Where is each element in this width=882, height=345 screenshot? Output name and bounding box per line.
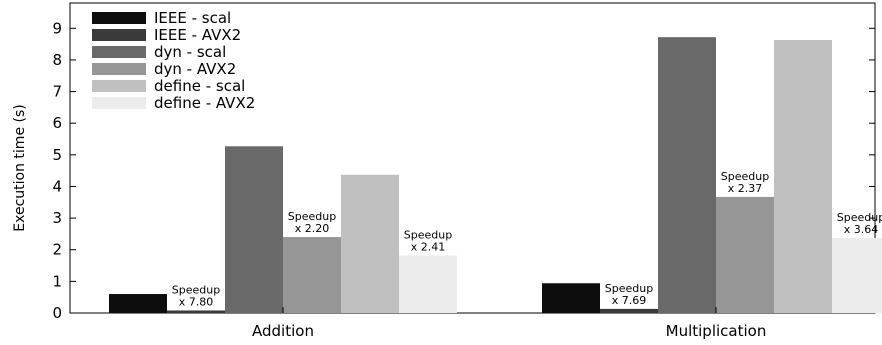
legend-label: define - scal [154,77,245,95]
legend-label: dyn - scal [154,43,226,61]
y-tick-label: 8 [52,51,62,69]
legend-swatch [92,63,146,75]
speedup-annotation-value: x 2.20 [295,222,330,235]
bar [341,174,399,313]
y-tick-label: 5 [52,146,62,164]
y-tick-label: 0 [52,304,62,322]
legend-swatch [92,80,146,92]
bar [774,40,832,314]
y-tick-label: 2 [52,241,62,259]
legend-swatch [92,29,146,41]
plot-frame [69,2,876,314]
speedup-annotation-title: Speedup [721,170,769,183]
bar [399,255,457,313]
speedup-annotation-title: Speedup [605,282,653,295]
y-tick-label: 4 [52,177,62,195]
y-tick-label: 1 [52,272,62,290]
bar [658,37,716,313]
bar [542,283,600,313]
bar [600,308,658,313]
y-tick-label: 9 [52,19,62,37]
legend-label: IEEE - AVX2 [154,26,241,44]
speedup-annotation-title: Speedup [288,210,336,223]
x-category-label: Multiplication [666,322,767,340]
speedup-annotation-value: x 7.80 [179,295,214,308]
bar [283,237,341,313]
legend-swatch [92,97,146,109]
y-tick-label: 3 [52,209,62,227]
bar [716,196,774,313]
speedup-annotation-value: x 2.41 [411,240,446,253]
bar [109,294,167,313]
speedup-annotation-value: x 2.37 [728,182,763,195]
speedup-annotation-value: x 3.64 [844,223,879,236]
bar [167,310,225,313]
y-tick-label: 7 [52,83,62,101]
legend-label: IEEE - scal [154,9,231,27]
speedup-annotation-title: Speedup [172,283,220,296]
legend-swatch [92,46,146,58]
speedup-annotation-title: Speedup [404,228,452,241]
legend-label: define - AVX2 [154,94,255,112]
y-axis-label: Execution time (s) [12,104,28,231]
x-category-label: Addition [252,322,314,340]
speedup-annotation-title: Speedup [837,211,882,224]
speedup-annotation-value: x 7.69 [612,294,647,307]
bar [832,238,882,313]
bar [225,146,283,313]
legend-swatch [92,12,146,24]
y-tick-label: 6 [52,114,62,132]
legend-label: dyn - AVX2 [154,60,236,78]
